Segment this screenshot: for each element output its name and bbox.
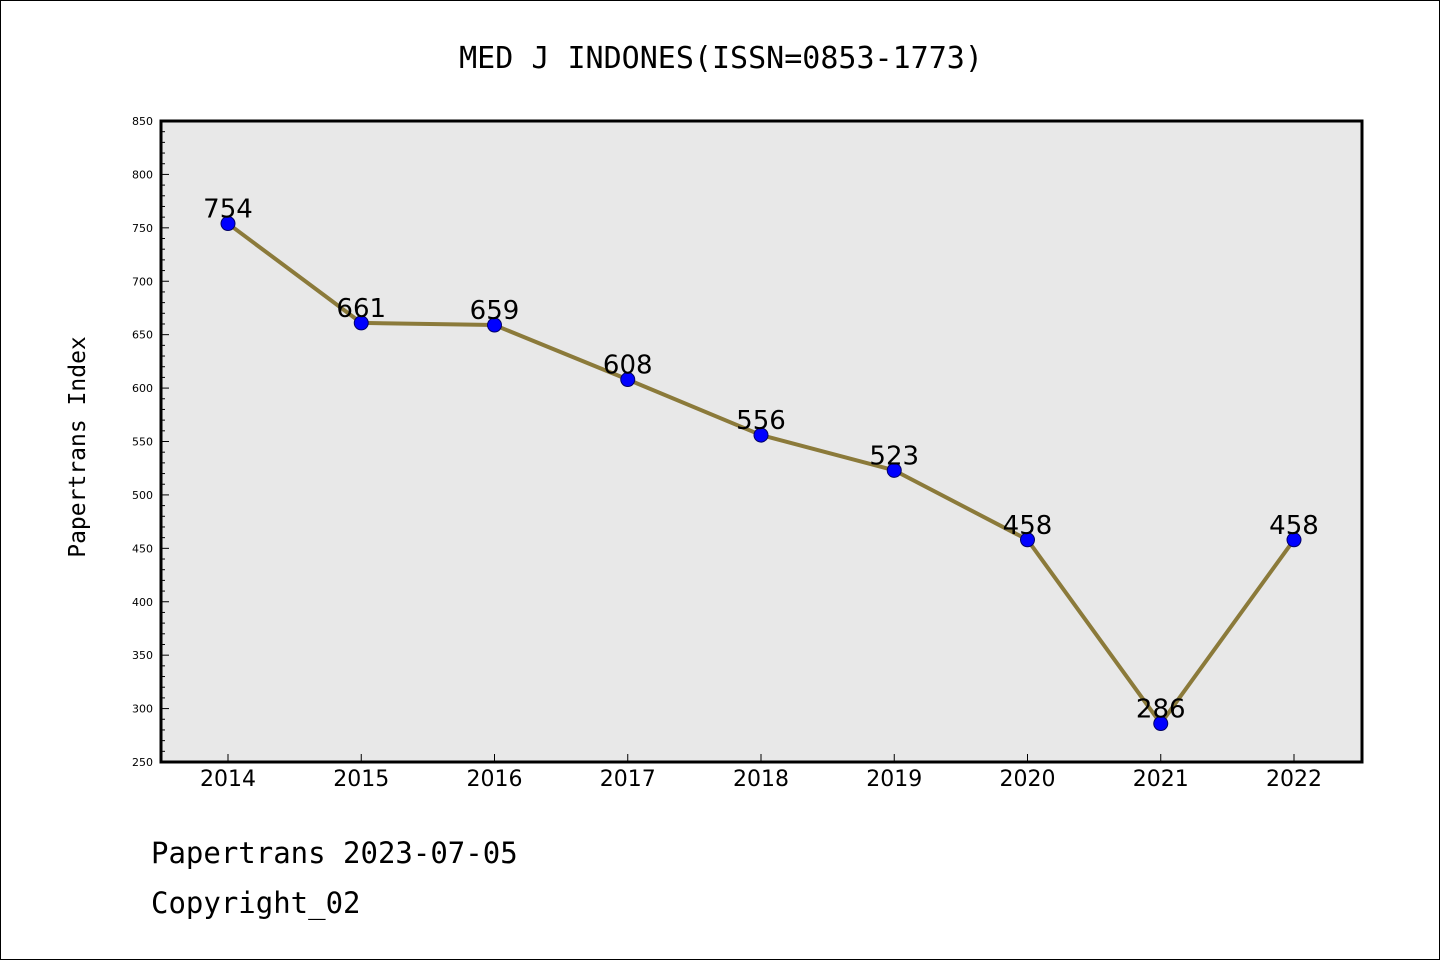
data-label: 754: [203, 195, 253, 225]
data-labels: 754 661 659 608 556 523 458 286 458: [203, 195, 1319, 725]
y-tick-label: 300: [132, 703, 153, 716]
data-point: [620, 372, 636, 388]
data-point: [1020, 532, 1035, 548]
data-point: [1286, 532, 1302, 548]
y-tick-label: 850: [132, 115, 153, 128]
y-tick-label: 350: [132, 649, 153, 662]
x-tick-label: 2020: [1000, 767, 1056, 792]
data-point: [886, 462, 902, 478]
x-tick-label: 2014: [200, 767, 256, 792]
x-tick-label: 2021: [1133, 767, 1189, 792]
y-tick-label: 600: [132, 382, 153, 395]
x-axis: 2014 2015 2016 2017 2018 2019 2020 2021 2022: [200, 754, 1322, 792]
chart-title: MED J INDONES(ISSN=0853-1773): [459, 41, 983, 76]
data-label: 458: [1269, 511, 1319, 541]
data-label: 661: [336, 294, 386, 324]
data-label: 523: [869, 441, 919, 471]
y-tick-label: 550: [132, 436, 153, 449]
data-label: 286: [1136, 695, 1186, 725]
data-point: [353, 315, 369, 331]
x-tick-label: 2016: [467, 767, 523, 792]
y-tick-label: 700: [132, 275, 153, 288]
data-point: [753, 427, 769, 443]
x-tick-label: 2015: [333, 767, 389, 792]
y-axis: 250 300 350 400 450 500 550 600 650 700 750 800 850: [132, 115, 169, 769]
x-tick-label: 2017: [600, 767, 656, 792]
footer-copyright-line: Copyright_02: [151, 886, 361, 920]
plot-border: [159, 119, 1364, 764]
data-label: 458: [1003, 511, 1053, 541]
y-tick-label: 750: [132, 222, 153, 235]
y-tick-label: 450: [132, 542, 153, 555]
footer-source-line: Papertrans 2023-07-05: [151, 836, 518, 870]
y-tick-label: 250: [132, 756, 153, 769]
x-tick-label: 2018: [733, 767, 789, 792]
data-point: [220, 216, 236, 232]
y-tick-label: 400: [132, 596, 153, 609]
y-tick-label: 500: [132, 489, 153, 502]
series-markers: [220, 216, 1302, 732]
data-label: 608: [603, 351, 653, 381]
x-tick-label: 2019: [866, 767, 922, 792]
x-tick-label: 2022: [1266, 767, 1322, 792]
data-label: 659: [470, 296, 520, 326]
y-tick-label: 800: [132, 168, 153, 181]
y-tick-label: 650: [132, 329, 153, 342]
y-axis-label: Papertrans Index: [65, 336, 91, 558]
data-point: [487, 317, 502, 333]
data-label: 556: [736, 406, 786, 436]
data-point: [1153, 716, 1169, 732]
